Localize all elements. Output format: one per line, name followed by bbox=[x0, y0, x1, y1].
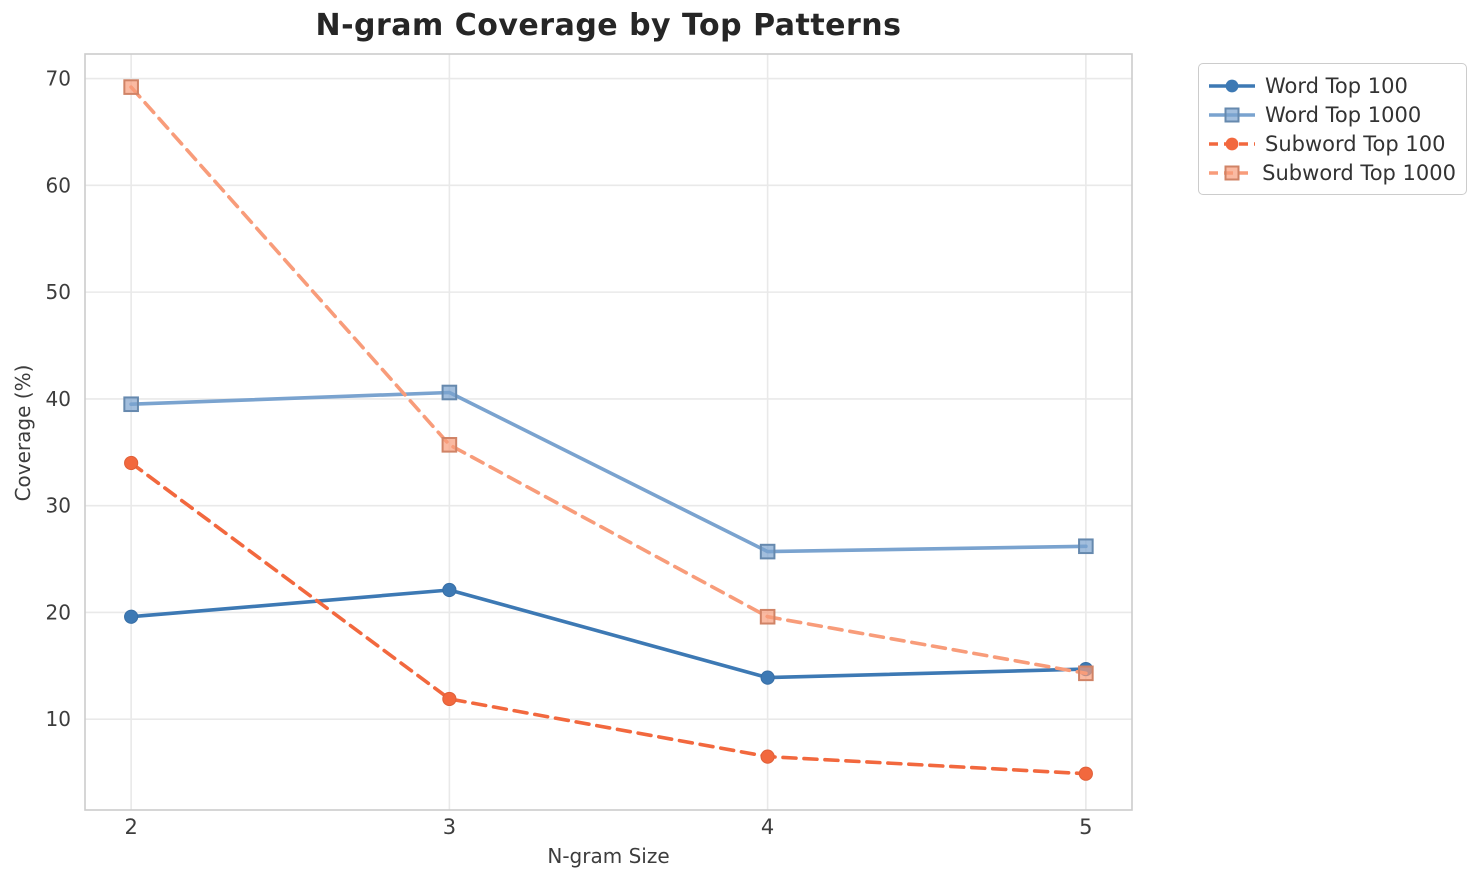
data-point-square bbox=[759, 608, 776, 625]
y-tick-label: 10 bbox=[46, 707, 71, 731]
data-point-circle bbox=[442, 582, 457, 598]
series-line-1 bbox=[129, 588, 1088, 680]
data-point-square bbox=[123, 396, 139, 413]
legend-swatch-circle-icon bbox=[1209, 137, 1255, 150]
y-axis-label: Coverage (%) bbox=[11, 364, 35, 502]
y-tick-label: 20 bbox=[46, 600, 71, 624]
legend-swatch-square-icon bbox=[1209, 165, 1254, 180]
data-point-square bbox=[123, 79, 139, 95]
y-tick-label: 30 bbox=[46, 494, 71, 518]
x-tick-label: 5 bbox=[1079, 815, 1092, 839]
data-point-circle bbox=[760, 670, 775, 685]
y-tick-label: 60 bbox=[46, 173, 71, 197]
y-tick-label: 50 bbox=[46, 280, 71, 304]
y-tick-label: 70 bbox=[46, 67, 71, 91]
series-line-4 bbox=[129, 85, 1088, 676]
data-point-square bbox=[441, 384, 458, 401]
series-line-2 bbox=[129, 390, 1088, 554]
legend-swatch-circle-icon bbox=[1209, 79, 1255, 92]
legend-item: Word Top 100 bbox=[1208, 71, 1456, 100]
legend-swatch-square-icon bbox=[1209, 107, 1255, 122]
legend-label: Subword Top 100 bbox=[1265, 131, 1446, 156]
y-tick-label: 40 bbox=[46, 387, 71, 411]
data-point-square bbox=[1078, 538, 1094, 555]
data-point-square bbox=[1078, 665, 1094, 682]
series-line-3 bbox=[129, 461, 1088, 776]
legend-label: Word Top 1000 bbox=[1265, 102, 1422, 127]
data-point-square bbox=[441, 437, 458, 453]
legend-item: Subword Top 100 bbox=[1208, 129, 1456, 158]
x-tick-label: 2 bbox=[124, 815, 137, 839]
legend-item: Subword Top 1000 bbox=[1208, 158, 1456, 187]
plot-border bbox=[84, 53, 1133, 811]
x-tick-label: 4 bbox=[761, 815, 774, 839]
data-point-square bbox=[759, 543, 776, 560]
x-axis-label: N-gram Size bbox=[547, 844, 670, 868]
legend-label: Word Top 100 bbox=[1265, 73, 1408, 98]
legend: Word Top 100 Word Top 1000 Subword Top 100… bbox=[1198, 63, 1467, 195]
data-point-circle bbox=[760, 749, 775, 764]
data-point-circle bbox=[1078, 766, 1093, 781]
x-tick-label: 3 bbox=[443, 815, 456, 839]
data-point-circle bbox=[124, 455, 139, 471]
legend-label: Subword Top 1000 bbox=[1262, 160, 1456, 185]
data-point-circle bbox=[124, 609, 139, 624]
data-point-circle bbox=[442, 691, 457, 707]
chart-title: N-gram Coverage by Top Patterns bbox=[315, 8, 902, 43]
legend-item: Word Top 1000 bbox=[1208, 100, 1456, 129]
